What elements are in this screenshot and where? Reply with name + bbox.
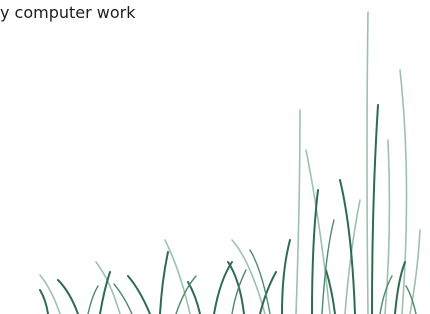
screen: y computer work — [0, 0, 430, 314]
grass-illustration — [0, 0, 430, 314]
